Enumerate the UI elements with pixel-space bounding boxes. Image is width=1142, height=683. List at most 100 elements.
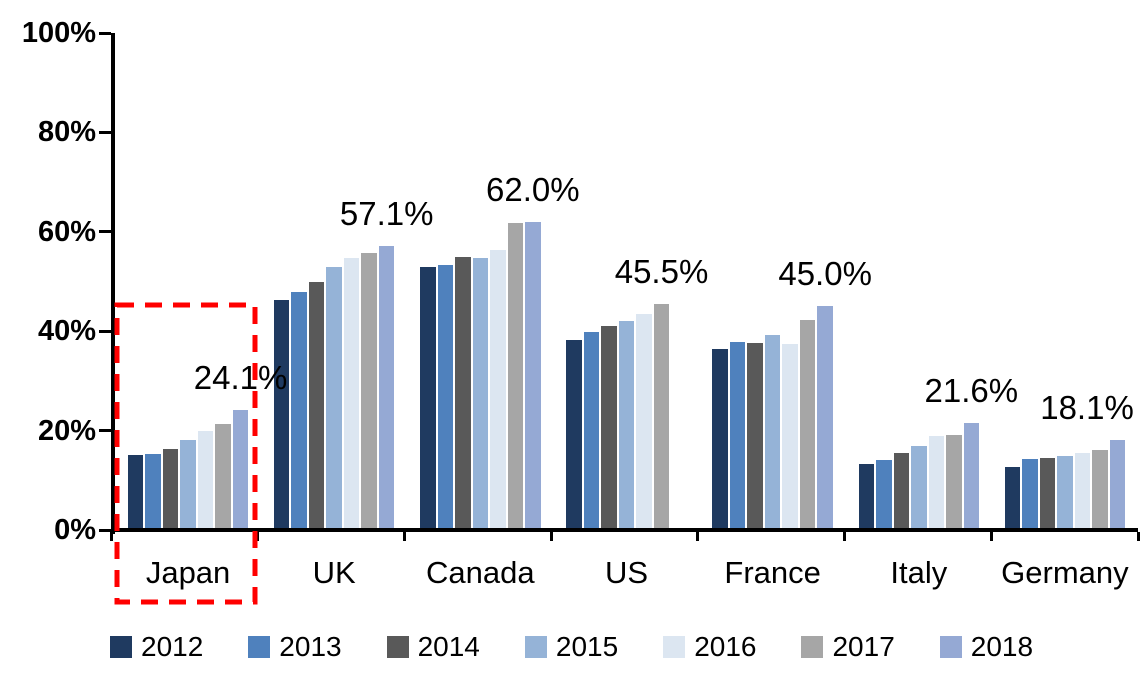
y-tick-label-80: 80%: [37, 116, 96, 149]
y-tick-label-60: 60%: [37, 215, 96, 248]
data-label-italy: 21.6%: [924, 371, 1019, 409]
category-label-italy: Italy: [890, 555, 948, 590]
bar-germany-2013: [1022, 459, 1038, 530]
legend-swatch-icon-2015: [524, 636, 547, 658]
bar-uk-2017: [361, 253, 377, 530]
bar-canada-2012: [420, 266, 436, 530]
x-axis-tick-3: [549, 532, 553, 541]
category-label-france: France: [724, 555, 821, 590]
bar-germany-2017: [1092, 450, 1108, 530]
bar-italy-2017: [946, 434, 962, 530]
bar-canada-2014: [455, 257, 471, 530]
bar-italy-2014: [893, 453, 910, 530]
bar-germany-2016: [1074, 453, 1091, 530]
bar-france-2018: [817, 306, 833, 530]
bar-canada-2018: [525, 221, 541, 530]
y-axis-tick-0: [99, 528, 111, 532]
bar-france-2014: [747, 342, 763, 530]
bar-canada-2013: [437, 265, 454, 530]
bar-uk-2014: [308, 282, 325, 530]
bar-france-2012: [712, 349, 728, 530]
legend-swatch-icon-2012: [110, 636, 132, 658]
legend-swatch-icon-2017: [801, 636, 824, 658]
bar-canada-2016: [490, 250, 506, 530]
bar-italy-2013: [876, 459, 892, 530]
bar-uk-2018: [378, 246, 395, 530]
legend-item-2015: 2015: [524, 631, 619, 662]
y-axis-tick-40: [99, 329, 111, 333]
data-label-germany: 18.1%: [1040, 389, 1134, 427]
bar-italy-2016: [928, 436, 945, 530]
y-axis-tick-100: [99, 31, 111, 35]
bar-japan-2012: [127, 454, 144, 530]
bar-france-2013: [729, 342, 746, 530]
legend-label-2018: 2018: [970, 631, 1034, 662]
data-label-japan: 24.1%: [193, 359, 288, 397]
bar-germany-2018: [1109, 440, 1126, 530]
category-label-canada: Canada: [426, 555, 535, 590]
bar-uk-2015: [326, 266, 342, 530]
bar-canada-2015: [472, 258, 489, 530]
y-tick-label-40: 40%: [37, 315, 96, 348]
bar-uk-2016: [343, 258, 360, 530]
bar-france-2017: [799, 319, 816, 530]
bar-japan-2016: [197, 430, 214, 530]
bar-us-2017: [653, 303, 670, 530]
legend-label-2014: 2014: [417, 631, 480, 662]
x-axis-line: [111, 528, 1138, 532]
legend-swatch-icon-2014: [386, 636, 409, 658]
legend-label-2012: 2012: [141, 631, 204, 662]
bar-us-2016: [636, 314, 652, 530]
legend-swatch-icon-2013: [248, 636, 271, 658]
bar-france-2015: [764, 334, 781, 530]
legend-label-2015: 2015: [555, 631, 619, 662]
legend-item-2012: 2012: [110, 632, 203, 662]
data-label-canada: 62.0%: [486, 170, 580, 208]
bar-japan-2014: [162, 448, 179, 530]
legend-label-2016: 2016: [694, 631, 757, 662]
category-label-uk: UK: [312, 555, 356, 590]
legend-item-2017: 2017: [801, 631, 895, 662]
y-tick-label-0: 0%: [54, 514, 96, 546]
legend-label-2017: 2017: [832, 631, 895, 662]
x-axis-tick-4: [696, 532, 700, 541]
y-axis-tick-60: [99, 230, 111, 234]
bar-germany-2015: [1057, 455, 1073, 530]
bar-italy-2015: [911, 446, 927, 530]
data-label-france: 45.0%: [778, 255, 872, 293]
y-tick-label-20: 20%: [37, 414, 96, 447]
bar-japan-2015: [180, 439, 196, 530]
legend-swatch-icon-2018: [939, 636, 962, 658]
x-axis-tick-0: [109, 532, 113, 541]
bar-germany-2014: [1039, 457, 1056, 530]
x-axis-tick-7: [1136, 532, 1140, 541]
legend-swatch-icon-2016: [663, 636, 686, 658]
legend-item-2014: 2014: [386, 631, 480, 662]
bar-japan-2017: [215, 424, 231, 530]
legend-item-2016: 2016: [663, 632, 756, 662]
bar-us-2014: [601, 326, 617, 530]
bar-italy-2018: [963, 422, 980, 530]
category-label-japan: Japan: [145, 555, 231, 590]
category-label-us: US: [604, 555, 649, 590]
bar-us-2015: [618, 321, 635, 530]
category-label-germany: Germany: [1001, 555, 1129, 590]
data-label-us: 45.5%: [614, 252, 709, 290]
x-axis-tick-5: [843, 532, 847, 541]
legend: 2012 2013 2014 2015 2016 2017 2018: [110, 632, 1033, 662]
legend-item-2018: 2018: [939, 631, 1034, 662]
bar-uk-2012: [273, 300, 290, 530]
legend-label-2013: 2013: [279, 631, 342, 662]
bar-japan-2018: [232, 410, 249, 530]
y-axis-line: [111, 33, 115, 534]
bar-france-2016: [782, 344, 798, 530]
data-label-uk: 57.1%: [339, 195, 434, 233]
bar-us-2013: [583, 331, 600, 530]
bar-canada-2017: [507, 222, 524, 530]
bar-uk-2013: [291, 292, 307, 530]
y-tick-label-100: 100%: [21, 17, 96, 49]
bar-us-2012: [566, 340, 582, 530]
bar-italy-2012: [858, 464, 875, 530]
bar-germany-2012: [1004, 467, 1021, 530]
